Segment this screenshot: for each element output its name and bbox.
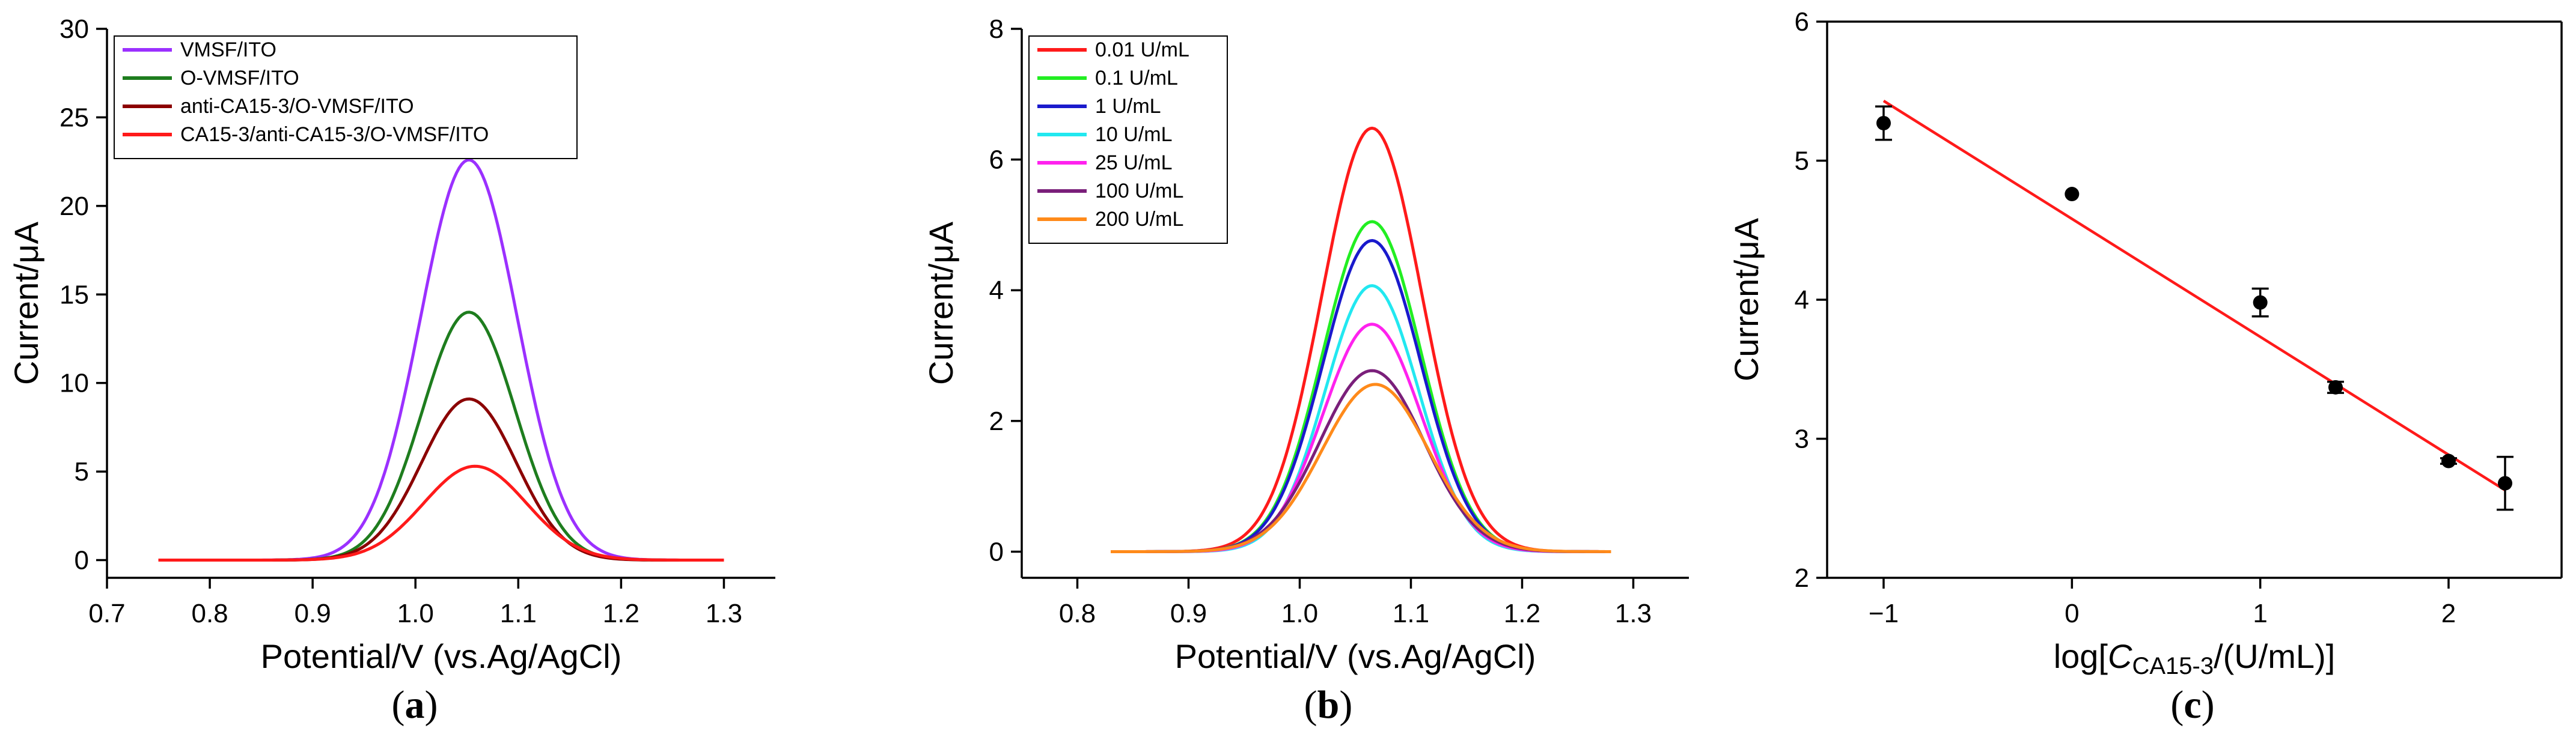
- x-axis-title: Potential/V (vs.Ag/AgCl): [261, 637, 622, 675]
- series-line-4: [1111, 323, 1611, 553]
- legend-label-1: O-VMSF/ITO: [180, 67, 299, 89]
- data-point-4: [2441, 453, 2456, 468]
- y-tick-label: 30: [60, 14, 89, 44]
- data-point-1: [2065, 187, 2080, 202]
- y-tick-label: 4: [989, 276, 1004, 305]
- panel-label: (a): [392, 683, 438, 727]
- y-tick-label: 0: [989, 537, 1004, 566]
- x-tick-label: 1.2: [1504, 599, 1540, 628]
- y-tick-label: 5: [1795, 147, 1809, 176]
- panel-label: (c): [2170, 683, 2214, 727]
- y-tick-label: 10: [60, 369, 89, 398]
- data-point-0: [1876, 115, 1891, 130]
- y-tick-label: 15: [60, 280, 89, 309]
- x-axis-title-sub: CA15-3: [2132, 653, 2214, 679]
- chart-panel-b: 0.8 0.9 1.0 1.1 1.2 1.3 0 2 4 6 8 Current/μA Potenti…: [922, 14, 1689, 727]
- data-point-3: [2328, 380, 2343, 395]
- x-tick-label: 1.2: [603, 599, 639, 628]
- y-tick-label: 0: [75, 546, 89, 575]
- x-axis-title-prefix: log[: [2054, 637, 2108, 675]
- y-tick-label: 2: [1795, 563, 1809, 593]
- legend-label-0: 0.01 U/mL: [1095, 38, 1189, 61]
- series-line-1: [1111, 220, 1611, 553]
- series-line-0: [158, 158, 724, 562]
- x-tick-label: 1.0: [397, 599, 434, 628]
- x-tick-label: 0.7: [88, 599, 125, 628]
- series-line-6: [1111, 383, 1611, 553]
- y-tick-label: 5: [75, 457, 89, 487]
- series-line-3: [158, 464, 724, 562]
- legend-box: [114, 35, 578, 159]
- y-axis-title: Current/μA: [1727, 217, 1765, 381]
- chart-panel-c: −1 0 1 223456Current/μAlog[CCA15-3/(U/mL)](…: [1727, 7, 2563, 727]
- x-tick-label: 0.8: [1059, 599, 1096, 628]
- panel-label-letter: c: [2184, 683, 2201, 727]
- x-tick-label: 1.0: [1281, 599, 1318, 628]
- y-tick-label: 25: [60, 103, 89, 132]
- legend-label-3: CA15-3/anti-CA15-3/O-VMSF/ITO: [180, 123, 489, 146]
- data-point-2: [2253, 295, 2268, 310]
- series-line-5: [1111, 369, 1611, 553]
- x-tick-label: 0.9: [295, 599, 331, 628]
- y-tick-label: 8: [989, 14, 1004, 44]
- panel-label-letter: b: [1317, 683, 1340, 727]
- panel-label-close-paren: ): [425, 683, 438, 727]
- x-tick-label: −1: [1869, 599, 1899, 628]
- panel-label-close-paren: ): [1339, 683, 1352, 727]
- series-line-3: [1111, 284, 1611, 553]
- data-point-5: [2498, 476, 2512, 491]
- x-tick-label: 0: [2065, 599, 2079, 628]
- x-tick-label: 1.3: [706, 599, 742, 628]
- y-tick-label: 3: [1795, 425, 1809, 454]
- panel-label-open-paren: (: [1304, 683, 1317, 727]
- x-axis-title: log[CCA15-3/(U/mL)]: [2054, 637, 2336, 679]
- x-tick-label: 1.1: [500, 599, 537, 628]
- series-line-1: [158, 311, 724, 562]
- x-tick-label: 1: [2253, 599, 2267, 628]
- series-line-2: [1111, 239, 1611, 553]
- y-axis-title: Current/μA: [922, 221, 960, 385]
- panel-label-open-paren: (: [2170, 683, 2184, 727]
- x-tick-label: 0.8: [191, 599, 228, 628]
- panel-label: (b): [1304, 683, 1353, 727]
- x-tick-label: 1.3: [1615, 599, 1652, 628]
- x-axis-title-suffix: /(U/mL)]: [2214, 637, 2335, 675]
- fit-line: [1882, 100, 2506, 492]
- legend-label-5: 100 U/mL: [1095, 180, 1183, 202]
- legend-label-1: 0.1 U/mL: [1095, 67, 1178, 89]
- legend-label-2: 1 U/mL: [1095, 95, 1161, 118]
- legend-label-3: 10 U/mL: [1095, 123, 1173, 146]
- y-axis-title: Current/μA: [7, 221, 45, 385]
- legend-label-2: anti-CA15-3/O-VMSF/ITO: [180, 95, 414, 118]
- panel-label-close-paren: ): [2202, 683, 2215, 727]
- chart-panel-a: 0.7 0.8 0.9 1.0 1.1 1.2 1.3 0 5 10 15 20 25 30 Current…: [7, 14, 775, 727]
- y-tick-label: 2: [989, 407, 1004, 436]
- x-tick-label: 1.1: [1393, 599, 1429, 628]
- panel-label-open-paren: (: [392, 683, 405, 727]
- y-tick-label: 6: [989, 145, 1004, 175]
- legend-label-0: VMSF/ITO: [180, 38, 276, 61]
- y-tick-label: 4: [1795, 285, 1809, 315]
- y-tick-label: 6: [1795, 7, 1809, 37]
- legend-label-6: 200 U/mL: [1095, 208, 1183, 231]
- x-axis-title: Potential/V (vs.Ag/AgCl): [1175, 637, 1536, 675]
- legend-label-4: 25 U/mL: [1095, 151, 1173, 174]
- x-tick-label: 2: [2441, 599, 2456, 628]
- y-tick-label: 20: [60, 192, 89, 221]
- x-axis-title-italic: C: [2108, 637, 2132, 675]
- panel-label-letter: a: [405, 683, 425, 727]
- legend-box: [1028, 35, 1228, 244]
- series-line-2: [158, 397, 724, 562]
- x-tick-label: 0.9: [1170, 599, 1207, 628]
